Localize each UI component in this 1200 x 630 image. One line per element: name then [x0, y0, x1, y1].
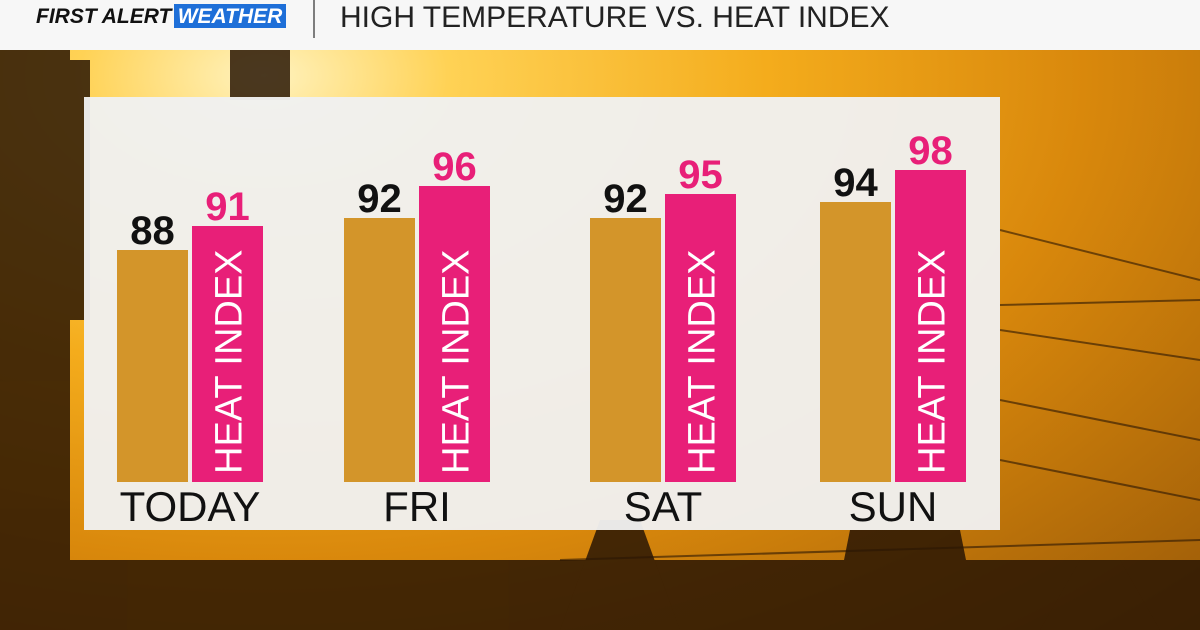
bar: [895, 170, 966, 482]
value-label: 94: [833, 161, 878, 205]
brand-first-alert: FIRST ALERT: [36, 5, 174, 28]
bar: [344, 218, 415, 482]
value-label: 92: [357, 177, 402, 221]
bar: [820, 202, 891, 482]
series-label: HEAT INDEX: [209, 249, 251, 474]
series-label: HEAT INDEX: [912, 249, 954, 474]
category-label: FRI: [383, 483, 451, 530]
bar: [192, 226, 263, 482]
value-label: 91: [205, 185, 250, 229]
brand-weather: WEATHER: [178, 5, 283, 28]
category-label: SUN: [849, 483, 938, 530]
value-label: 95: [678, 153, 723, 197]
series-label: HEAT INDEX: [436, 249, 478, 474]
bar: [117, 250, 188, 482]
category-label: SAT: [624, 483, 703, 530]
chart-title: HIGH TEMPERATURE VS. HEAT INDEX: [340, 1, 890, 34]
value-label: 92: [603, 177, 648, 221]
bar: [665, 194, 736, 482]
category-label: TODAY: [120, 483, 261, 530]
bar: [590, 218, 661, 482]
bar: [419, 186, 490, 482]
brand-badge: [174, 4, 286, 28]
value-label: 88: [130, 209, 175, 253]
series-label: HEAT INDEX: [682, 249, 724, 474]
value-label: 98: [908, 129, 953, 173]
value-label: 96: [432, 145, 477, 189]
